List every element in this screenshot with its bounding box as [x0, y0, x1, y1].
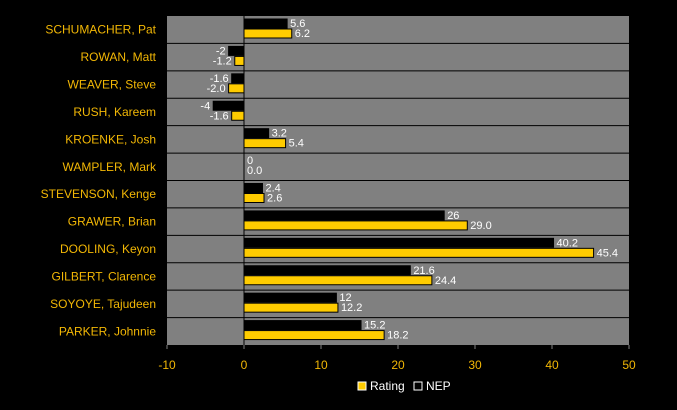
legend-label: NEP: [426, 379, 451, 393]
data-label-nep: 0: [247, 155, 253, 167]
bars: 5.66.2-2-1.2-1.6-2.0-4-1.63.25.400.02.42…: [200, 18, 618, 342]
grid-lines: [167, 16, 629, 345]
data-label-rating: -2.0: [207, 83, 226, 95]
category-label: DOOLING, Keyon: [60, 242, 156, 256]
data-label-nep: 3.2: [272, 128, 287, 140]
x-tick-label: 10: [314, 358, 328, 372]
data-label-rating: 24.4: [435, 275, 456, 287]
bar-nep: [243, 183, 263, 193]
data-label-nep: 2.4: [265, 183, 280, 195]
x-tick-label: 0: [241, 358, 248, 372]
category-label: WEAVER, Steve: [68, 78, 157, 92]
x-axis-ticks: -10 0 10 20 30 40 50: [158, 345, 636, 372]
bar-rating: [231, 110, 245, 121]
data-label-rating: 2.6: [267, 193, 282, 205]
category-label: KROENKE, Josh: [65, 132, 156, 146]
x-tick-label: -10: [158, 358, 176, 372]
bar-nep: [243, 210, 445, 221]
data-label-nep: -2: [216, 45, 226, 57]
category-label: GRAWER, Brian: [68, 215, 156, 229]
data-label-rating: 18.2: [387, 330, 408, 342]
data-label-rating: 6.2: [295, 28, 310, 40]
category-label: RUSH, Kareem: [73, 105, 156, 119]
data-label-nep: -4: [200, 100, 210, 112]
data-label-rating: 45.4: [597, 247, 618, 259]
data-label-nep: 26: [447, 210, 459, 222]
legend-label: Rating: [370, 379, 405, 393]
bar-rating: [243, 302, 339, 313]
category-label: GILBERT, Clarence: [52, 269, 157, 283]
category-label: WAMPLER, Mark: [62, 160, 157, 174]
x-tick-label: 40: [545, 358, 559, 372]
bar-rating: [243, 220, 468, 231]
bar-rating: [243, 28, 293, 39]
data-label-nep: 15.2: [364, 320, 385, 332]
legend: Rating NEP: [357, 379, 451, 393]
category-label: SCHUMACHER, Pat: [45, 23, 156, 37]
category-label: STEVENSON, Kenge: [41, 187, 157, 201]
bar-rating: [243, 247, 595, 258]
bar-nep: [231, 73, 245, 84]
data-label-rating: 0.0: [247, 165, 262, 177]
x-tick-label: 30: [468, 358, 482, 372]
category-label: PARKER, Johnnie: [59, 324, 156, 338]
data-label-rating: -1.2: [213, 55, 232, 67]
bar-nep: [243, 292, 337, 303]
legend-swatch: [357, 381, 367, 391]
bar-nep: [243, 265, 411, 276]
data-label-nep: 40.2: [557, 237, 578, 249]
legend-swatch: [413, 381, 423, 391]
bar-nep: [243, 128, 270, 139]
bar-rating: [243, 275, 433, 286]
bar-rating: [234, 55, 245, 66]
data-label-nep: -1.6: [210, 73, 229, 85]
data-label-rating: 29.0: [470, 220, 491, 232]
bar-nep: [228, 45, 245, 56]
bar-nep: [243, 320, 362, 331]
bar-nep: [243, 18, 288, 29]
category-labels: SCHUMACHER, Pat ROWAN, Matt WEAVER, Steve R…: [41, 23, 157, 339]
data-label-rating: 12.2: [341, 302, 362, 314]
bar-rating: [243, 330, 385, 341]
category-label: SOYOYE, Tajudeen: [50, 297, 156, 311]
bar-nep: [212, 100, 245, 111]
data-label-rating: 5.4: [289, 138, 304, 150]
x-tick-label: 50: [622, 358, 636, 372]
bar-nep: [243, 237, 555, 248]
bar-rating: [228, 83, 245, 94]
data-label-nep: 12: [339, 292, 351, 304]
category-label: ROWAN, Matt: [80, 50, 156, 64]
bar-rating: [243, 138, 287, 149]
data-label-nep: 21.6: [413, 265, 434, 277]
data-label-nep: 5.6: [290, 18, 305, 30]
bar-rating: [243, 193, 265, 203]
data-label-rating: -1.6: [210, 110, 229, 122]
x-tick-label: 20: [391, 358, 405, 372]
